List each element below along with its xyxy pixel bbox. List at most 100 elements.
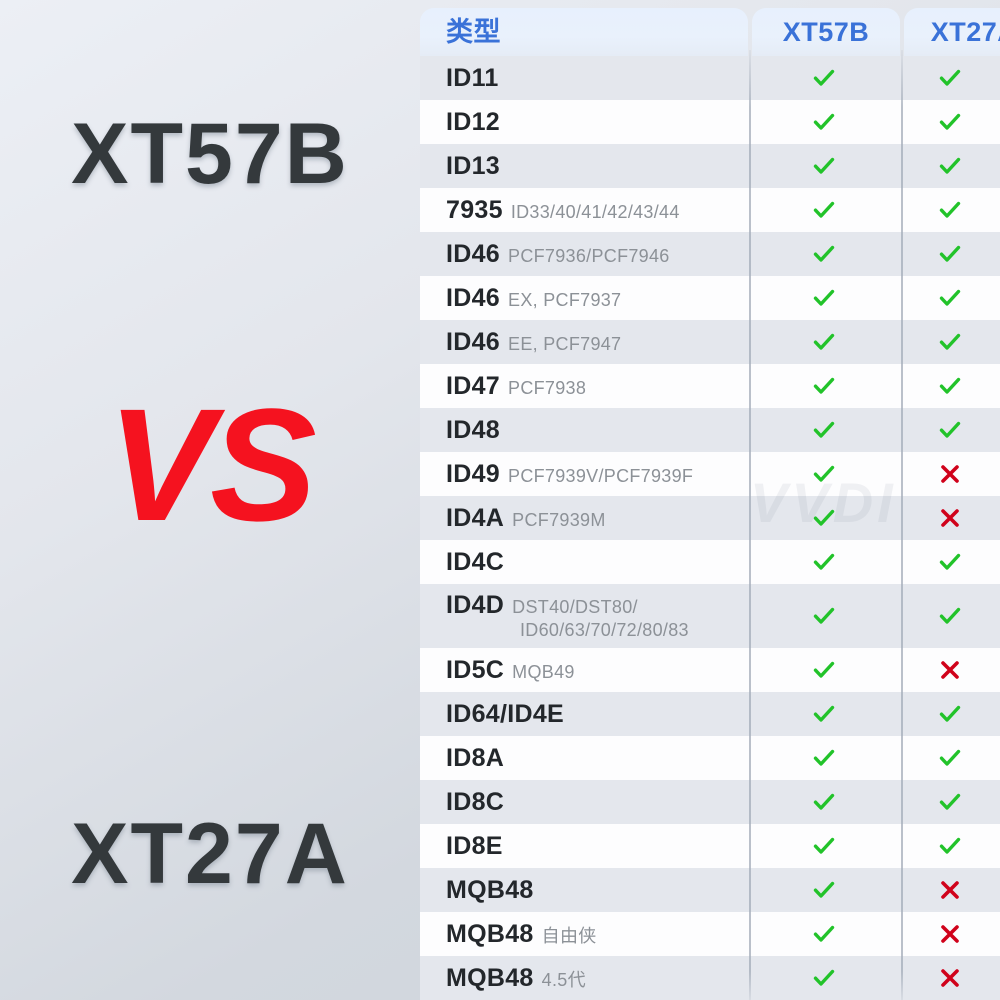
cross-icon: [938, 462, 962, 486]
type-sub-label-line2: ID60/63/70/72/80/83: [520, 620, 689, 640]
column-divider-1: [749, 50, 751, 1000]
type-main-label: ID46: [446, 283, 501, 312]
cell-type: ID48: [420, 416, 748, 445]
type-main-label: 7935: [446, 195, 503, 224]
cell-support-xt27a: [900, 100, 1000, 144]
check-icon: [811, 329, 837, 355]
column-divider-2: [901, 50, 903, 1000]
check-icon: [937, 285, 963, 311]
check-icon: [937, 701, 963, 727]
check-icon: [811, 505, 837, 531]
cell-type: ID64/ID4E: [420, 700, 748, 729]
type-main-label: ID12: [446, 107, 501, 136]
cell-support-xt27a: [900, 956, 1000, 1000]
cell-support-xt57b: [748, 232, 900, 276]
cell-support-xt27a: [900, 780, 1000, 824]
header-band-xt27a: [904, 8, 1000, 56]
cell-support-xt27a: [900, 232, 1000, 276]
product-title-bottom: XT27A: [71, 806, 349, 902]
cell-support-xt57b: [748, 100, 900, 144]
table-row: ID47 PCF7938: [420, 364, 1000, 408]
header-band-type: [420, 8, 748, 56]
cell-support-xt57b: [748, 188, 900, 232]
cell-support-xt57b: [748, 824, 900, 868]
cell-support-xt57b: [748, 408, 900, 452]
type-main-label: ID8E: [446, 831, 503, 860]
cell-type: MQB48: [420, 876, 748, 905]
cell-type: ID46 EE, PCF7947: [420, 328, 748, 357]
type-sub-label: PCF7936/PCF7946: [508, 245, 670, 266]
cell-support-xt57b: [748, 364, 900, 408]
table-row: ID13: [420, 144, 1000, 188]
cross-icon: [938, 506, 962, 530]
cell-type: ID49 PCF7939V/PCF7939F: [420, 460, 748, 489]
cell-type: ID46 EX, PCF7937: [420, 284, 748, 313]
table-row: ID8E: [420, 824, 1000, 868]
check-icon: [811, 921, 837, 947]
cell-support-xt57b: [748, 648, 900, 692]
header-band-xt57b: [752, 8, 900, 56]
cell-support-xt27a: [900, 188, 1000, 232]
type-main-label: ID11: [446, 63, 499, 92]
table-row: ID48: [420, 408, 1000, 452]
versus-label: VS: [107, 375, 316, 554]
type-main-label: ID5C: [446, 655, 505, 684]
cell-support-xt27a: [900, 496, 1000, 540]
cell-support-xt57b: [748, 452, 900, 496]
cell-support-xt57b: [748, 540, 900, 584]
check-icon: [937, 109, 963, 135]
check-icon: [811, 701, 837, 727]
cell-support-xt57b: [748, 692, 900, 736]
cell-support-xt27a: [900, 868, 1000, 912]
table-row: ID4D DST40/DST80/ID60/63/70/72/80/83: [420, 584, 1000, 648]
check-icon: [811, 153, 837, 179]
cell-support-xt27a: [900, 364, 1000, 408]
type-sub-label: EE, PCF7947: [508, 333, 622, 354]
type-main-label: MQB48: [446, 963, 534, 992]
type-main-label: ID64/ID4E: [446, 699, 565, 728]
cross-icon: [938, 878, 962, 902]
cell-support-xt57b: [748, 496, 900, 540]
cell-support-xt27a: [900, 452, 1000, 496]
cross-icon: [938, 966, 962, 990]
product-title-top: XT57B: [71, 106, 349, 202]
type-sub-label: 自由侠: [541, 925, 597, 946]
cell-support-xt27a: [900, 584, 1000, 648]
check-icon: [811, 603, 837, 629]
cell-type: ID4C: [420, 548, 748, 577]
cell-support-xt27a: [900, 408, 1000, 452]
cell-support-xt27a: [900, 56, 1000, 100]
table-row: ID11: [420, 56, 1000, 100]
check-icon: [937, 745, 963, 771]
check-icon: [937, 789, 963, 815]
type-sub-label: PCF7939M: [512, 509, 606, 530]
type-sub-label: DST40/DST80/: [512, 597, 638, 617]
cell-type: ID4A PCF7939M: [420, 504, 748, 533]
check-icon: [811, 745, 837, 771]
check-icon: [937, 65, 963, 91]
cell-type: 7935 ID33/40/41/42/43/44: [420, 196, 748, 225]
cell-type: MQB48 自由侠: [420, 920, 748, 949]
compatibility-table: 类型 XT57B XT27A ID11 ID12 ID13 7935 ID33/40/4…: [420, 0, 1000, 1000]
cell-type: ID12: [420, 108, 748, 137]
type-main-label: MQB48: [446, 919, 534, 948]
type-main-label: ID46: [446, 327, 501, 356]
table-row: MQB48 4.5代: [420, 956, 1000, 1000]
type-main-label: ID4A: [446, 503, 505, 532]
cell-support-xt57b: [748, 868, 900, 912]
cell-support-xt57b: [748, 956, 900, 1000]
type-main-label: ID46: [446, 239, 501, 268]
type-sub-label: ID33/40/41/42/43/44: [510, 201, 680, 222]
cell-support-xt27a: [900, 824, 1000, 868]
cell-type: ID8E: [420, 832, 748, 861]
type-sub-label: 4.5代: [541, 969, 586, 990]
check-icon: [811, 285, 837, 311]
table-row: 7935 ID33/40/41/42/43/44: [420, 188, 1000, 232]
cell-support-xt27a: [900, 692, 1000, 736]
check-icon: [937, 603, 963, 629]
cell-type: ID5C MQB49: [420, 656, 748, 685]
type-main-label: ID4C: [446, 547, 505, 576]
cell-support-xt27a: [900, 648, 1000, 692]
cell-support-xt27a: [900, 320, 1000, 364]
table-row: MQB48 自由侠: [420, 912, 1000, 956]
